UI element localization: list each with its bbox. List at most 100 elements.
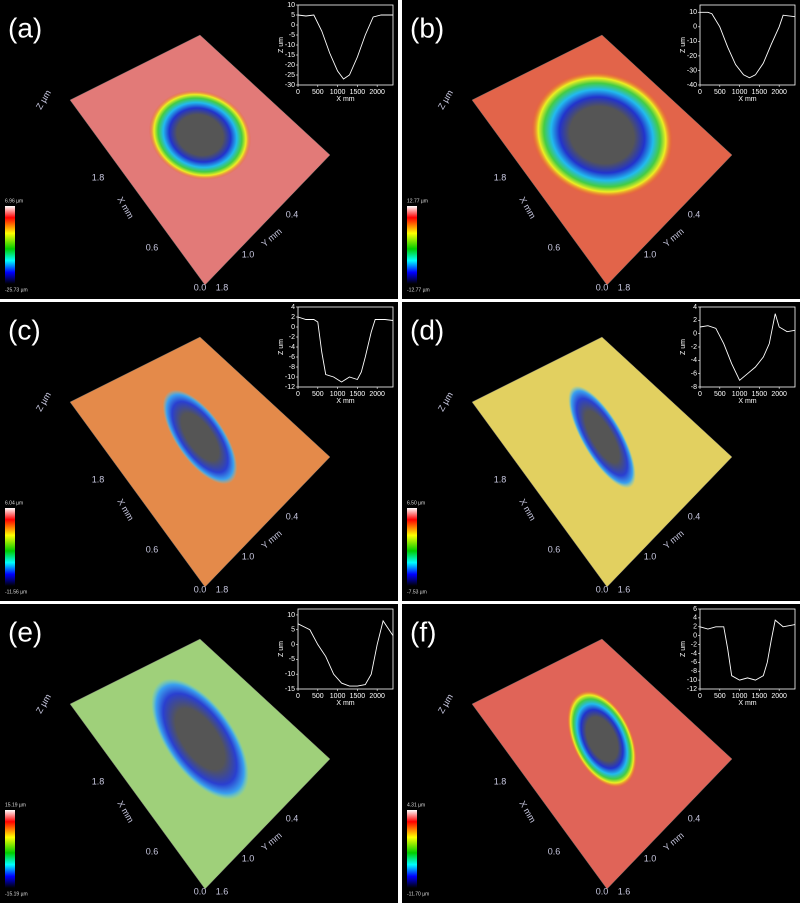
profile-line: [297, 619, 394, 687]
x-tick-label: 0.6: [146, 242, 159, 252]
y-tick-label: 1.0: [644, 853, 657, 863]
crater: [568, 385, 636, 489]
colorbar-max: 6.50 µm: [407, 500, 425, 506]
inset-x-tick-label: 2000: [771, 693, 787, 700]
inset-y-tick-label: -2: [691, 344, 697, 351]
inset-y-tick-label: -20: [285, 62, 295, 69]
inset-y-tick-label: -5: [289, 32, 295, 39]
inset-x-tick-label: 1500: [350, 391, 366, 398]
y-tick-label: 1.6: [618, 886, 631, 896]
inset-y-tick-label: -6: [289, 354, 295, 361]
inset-y-tick-label: 5: [291, 12, 295, 19]
colorbar-max: 4.31 µm: [407, 802, 425, 808]
inset-x-tick-label: 500: [714, 391, 726, 398]
inset-x-tick-label: 1000: [330, 391, 346, 398]
profile-line: [297, 14, 393, 80]
inset-y-tick-label: 4: [693, 615, 697, 622]
y-tick-label: 1.0: [242, 249, 255, 259]
inset-y-tick-label: -10: [687, 38, 697, 45]
panel-label: (a): [8, 12, 42, 43]
y-tick-label: 1.6: [618, 584, 631, 594]
x-tick-label: 1.8: [92, 172, 105, 182]
inset-x-label: X mm: [336, 700, 354, 707]
inset-x-tick-label: 500: [312, 89, 324, 96]
colorbar: [407, 810, 417, 888]
panel-label: (f): [410, 616, 436, 647]
inset-x-tick-label: 1500: [752, 693, 768, 700]
y-tick-label: 1.0: [644, 551, 657, 561]
y-tick-label: 1.6: [216, 886, 229, 896]
inset-y-label: Z um: [278, 641, 285, 657]
inset-frame: [699, 608, 796, 690]
colorbar: [407, 508, 417, 586]
inset-y-tick-label: -8: [691, 668, 697, 675]
panel-label: (d): [410, 314, 444, 345]
x-tick-label: 0.0: [194, 886, 207, 896]
y-tick-label: 0.4: [286, 511, 299, 521]
inset-y-tick-label: -4: [691, 357, 697, 364]
inset-y-tick-label: 10: [689, 9, 697, 16]
colorbar: [5, 810, 15, 888]
inset-y-tick-label: 10: [287, 2, 295, 9]
crater: [148, 89, 252, 181]
panel-label: (b): [410, 12, 444, 43]
y-tick-label: 1.0: [242, 853, 255, 863]
crater: [567, 690, 637, 788]
inset-y-label: Z um: [680, 37, 687, 53]
x-tick-label: 0.6: [146, 544, 159, 554]
x-tick-label: 0.6: [548, 242, 561, 252]
panel: (e)Z µmX mmY mm1.80.60.0 1.61.00.415.19 µ…: [0, 604, 398, 903]
inset-x-tick-label: 500: [714, 89, 726, 96]
y-tick-label: 0.4: [688, 511, 701, 521]
colorbar-min: -15.19 µm: [5, 891, 28, 897]
inset-x-tick-label: 1500: [752, 89, 768, 96]
inset-x-tick-label: 2000: [771, 89, 787, 96]
inset-x-label: X mm: [738, 96, 756, 103]
y-tick-label: 0.4: [688, 209, 701, 219]
inset-y-tick-label: 2: [693, 624, 697, 631]
y-tick-label: 0.4: [688, 813, 701, 823]
inset-y-tick-label: -6: [691, 371, 697, 378]
inset-y-tick-label: -30: [285, 82, 295, 89]
inset-frame: [297, 4, 394, 86]
x-tick-label: 0.0: [596, 282, 609, 292]
panel-label: (e): [8, 616, 42, 647]
inset-y-tick-label: -12: [687, 686, 697, 693]
inset-y-label: Z um: [680, 339, 687, 355]
inset-y-tick-label: 2: [291, 314, 295, 321]
inset-x-tick-label: 1000: [732, 693, 748, 700]
inset-x-tick-label: 0: [698, 89, 702, 96]
inset-y-tick-label: 4: [693, 304, 697, 311]
y-tick-label: 1.8: [618, 282, 631, 292]
inset-x-tick-label: 1500: [350, 89, 366, 96]
x-tick-label: 0.6: [548, 846, 561, 856]
inset-frame: [297, 306, 394, 388]
inset-frame: [699, 4, 796, 86]
inset-x-label: X mm: [738, 398, 756, 405]
inset-x-tick-label: 0: [698, 693, 702, 700]
inset-y-tick-label: -15: [285, 686, 295, 693]
inset-y-tick-label: -8: [691, 384, 697, 391]
inset-x-label: X mm: [336, 96, 354, 103]
inset-y-tick-label: 0: [693, 331, 697, 338]
x-tick-label: 0.0: [596, 886, 609, 896]
colorbar-max: 6.96 µm: [5, 198, 23, 204]
profile-line: [699, 619, 796, 681]
inset-y-tick-label: 0: [291, 22, 295, 29]
panel: (a)Z µmX mmY mm1.80.60.0 1.81.00.46.96 µm…: [0, 0, 398, 299]
colorbar-max: 6.04 µm: [5, 500, 23, 506]
y-tick-label: 1.0: [644, 249, 657, 259]
panel: (b)Z µmX mmY mm1.80.60.0 1.81.00.412.77 µ…: [402, 0, 800, 299]
colorbar-min: -7.53 µm: [407, 589, 427, 595]
colorbar-min: -11.56 µm: [5, 589, 27, 595]
inset-x-tick-label: 1000: [330, 89, 346, 96]
inset-y-tick-label: 0: [693, 633, 697, 640]
inset-x-tick-label: 0: [296, 693, 300, 700]
profile-line: [699, 313, 796, 382]
y-tick-label: 1.8: [216, 584, 229, 594]
panel: (f)Z µmX mmY mm1.80.60.0 1.61.00.44.31 µm…: [402, 604, 800, 903]
colorbar: [407, 206, 417, 284]
profile-line: [297, 316, 394, 383]
profile-line: [700, 11, 796, 79]
